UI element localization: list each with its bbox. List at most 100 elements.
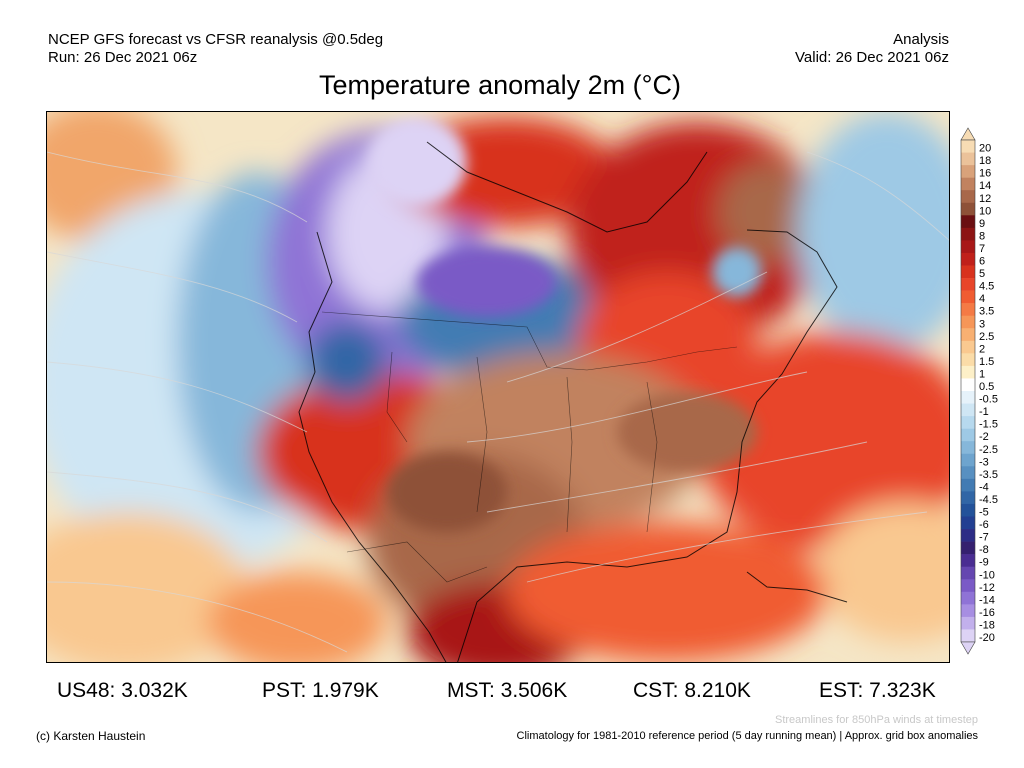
stat-est: EST: 7.323K bbox=[819, 679, 936, 702]
legend-swatch bbox=[961, 579, 975, 593]
legend-swatch bbox=[961, 516, 975, 530]
legend-swatch bbox=[961, 240, 975, 254]
header-left: NCEP GFS forecast vs CFSR reanalysis @0.… bbox=[48, 31, 383, 67]
legend-swatch bbox=[961, 190, 975, 204]
legend-swatch bbox=[961, 416, 975, 429]
legend-swatch bbox=[961, 340, 975, 354]
run-time: Run: 26 Dec 2021 06z bbox=[48, 49, 198, 66]
legend-label: 10 bbox=[979, 205, 991, 217]
legend-swatch bbox=[961, 328, 975, 342]
legend-label: 14 bbox=[979, 180, 991, 192]
legend-swatch bbox=[961, 290, 975, 304]
legend-swatch bbox=[961, 554, 975, 567]
legend-swatch bbox=[961, 202, 975, 216]
valid-time: Valid: 26 Dec 2021 06z bbox=[795, 49, 949, 66]
legend-swatch bbox=[961, 441, 975, 455]
color-legend: 20 18 16 14 12 10 9 8 7 6 5 4.5 4 3.5 3 2.5 2 1.5 1 0.5 -0.5… bbox=[958, 126, 1024, 656]
legend-label: 5 bbox=[979, 268, 985, 280]
legend-label: -2.5 bbox=[979, 444, 998, 456]
stat-pst: PST: 1.979K bbox=[262, 679, 379, 702]
legend-label: -0.5 bbox=[979, 394, 998, 406]
legend-svg: 201816141210987654.543.532.521.510.5-0.5… bbox=[960, 127, 998, 655]
climatology-note: Climatology for 1981-2010 reference peri… bbox=[516, 730, 978, 742]
legend-swatch bbox=[961, 428, 975, 442]
legend-swatch bbox=[961, 629, 975, 643]
borders bbox=[321, 311, 738, 583]
stat-us48: US48: 3.032K bbox=[57, 679, 188, 702]
legend-label: 6 bbox=[979, 256, 985, 268]
anomaly-map-svg bbox=[47, 112, 949, 662]
legend-label: -20 bbox=[979, 632, 995, 644]
legend-swatch bbox=[961, 165, 975, 178]
regional-averages: US48: 3.032K PST: 1.979K MST: 3.506K CST… bbox=[0, 679, 1024, 707]
legend-label: 2 bbox=[979, 343, 985, 355]
anomaly-detail bbox=[367, 117, 762, 532]
legend-label: -1.5 bbox=[979, 419, 998, 431]
analysis-label: Analysis bbox=[893, 31, 949, 48]
legend-label: -3 bbox=[979, 456, 989, 468]
legend-swatch bbox=[961, 215, 975, 229]
legend-label: 4.5 bbox=[979, 281, 994, 293]
legend-swatch bbox=[961, 591, 975, 605]
legend-label: -8 bbox=[979, 544, 989, 556]
stat-mst: MST: 3.506K bbox=[447, 679, 568, 702]
legend-swatch bbox=[961, 353, 975, 367]
legend-arrow-bottom bbox=[960, 641, 976, 655]
streamlines bbox=[47, 151, 949, 653]
legend-swatch bbox=[961, 478, 975, 492]
legend-label: 3.5 bbox=[979, 306, 994, 318]
legend-label: 12 bbox=[979, 193, 991, 205]
legend-swatch bbox=[961, 566, 975, 580]
legend-label: -4 bbox=[979, 481, 989, 493]
legend-swatch bbox=[961, 529, 975, 542]
legend-label: 1 bbox=[979, 368, 985, 380]
model-description: NCEP GFS forecast vs CFSR reanalysis @0.… bbox=[48, 31, 384, 48]
legend-swatch bbox=[961, 403, 975, 417]
legend-swatch bbox=[961, 140, 975, 153]
legend-label: 0.5 bbox=[979, 381, 994, 393]
legend-label: -4.5 bbox=[979, 494, 998, 506]
legend-label: 4 bbox=[979, 293, 985, 305]
legend-label: 9 bbox=[979, 218, 985, 230]
legend-label: -5 bbox=[979, 507, 989, 519]
legend-swatch bbox=[961, 503, 975, 517]
legend-label: 20 bbox=[979, 143, 991, 155]
legend-swatch bbox=[961, 491, 975, 505]
legend-label: -10 bbox=[979, 569, 995, 581]
legend-swatch bbox=[961, 604, 975, 618]
legend-label: 16 bbox=[979, 168, 991, 180]
credit: (c) Karsten Haustein bbox=[36, 729, 146, 743]
anomaly-field bbox=[47, 112, 949, 662]
legend-swatch bbox=[961, 315, 975, 329]
legend-swatch bbox=[961, 177, 975, 191]
legend-swatch bbox=[961, 453, 975, 467]
legend-label: -9 bbox=[979, 557, 989, 569]
legend-swatch bbox=[961, 616, 975, 630]
header-right: Analysis Valid: 26 Dec 2021 06z bbox=[795, 31, 949, 67]
legend-label: -3.5 bbox=[979, 469, 998, 481]
legend-label: -18 bbox=[979, 619, 995, 631]
legend-swatch bbox=[961, 303, 975, 316]
stat-cst: CST: 8.210K bbox=[633, 679, 751, 702]
legend-arrow-top bbox=[960, 127, 976, 141]
legend-label: -14 bbox=[979, 594, 995, 606]
legend-swatch bbox=[961, 378, 975, 392]
legend-swatch bbox=[961, 391, 975, 404]
legend-label: -6 bbox=[979, 519, 989, 531]
legend-swatch bbox=[961, 278, 975, 291]
legend-label: -1 bbox=[979, 406, 989, 418]
legend-label: -12 bbox=[979, 582, 995, 594]
legend-swatch bbox=[961, 265, 975, 279]
legend-label: 3 bbox=[979, 318, 985, 330]
legend-label: 18 bbox=[979, 155, 991, 167]
legend-label: -2 bbox=[979, 431, 989, 443]
legend-label: 8 bbox=[979, 230, 985, 242]
map-title: Temperature anomaly 2m (°C) bbox=[319, 70, 681, 100]
legend-swatch bbox=[961, 152, 975, 166]
anomaly-map bbox=[46, 111, 950, 663]
legend-label: 7 bbox=[979, 243, 985, 255]
legend-swatch bbox=[961, 252, 975, 266]
legend-label: -16 bbox=[979, 607, 995, 619]
legend-label: 1.5 bbox=[979, 356, 994, 368]
legend-swatch bbox=[961, 466, 975, 480]
